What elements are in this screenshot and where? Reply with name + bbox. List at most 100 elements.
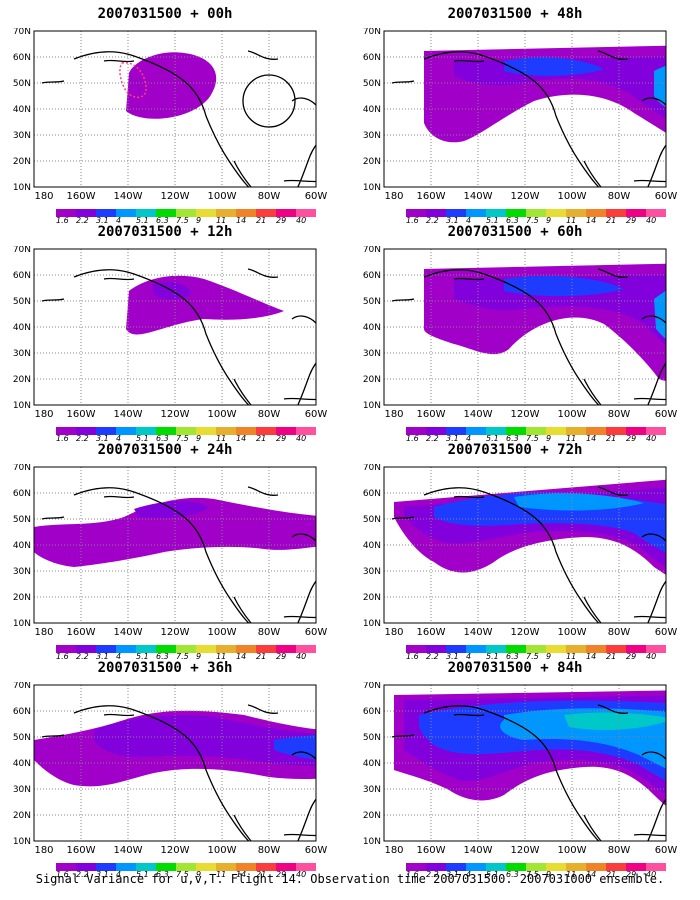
colorbar-tick-label: 29 bbox=[276, 870, 287, 879]
colorbar-swatch bbox=[196, 863, 216, 871]
colorbar-tick-label: 11 bbox=[216, 216, 227, 225]
colorbar-tick-label: 2.2 bbox=[426, 652, 439, 661]
lon-tick-label: 60W bbox=[305, 845, 328, 856]
colorbar-tick-label: 29 bbox=[626, 216, 637, 225]
lat-tick-label: 70N bbox=[363, 682, 381, 691]
lat-tick-label: 20N bbox=[363, 811, 381, 821]
variance-contour bbox=[674, 284, 680, 334]
colorbar-swatch bbox=[156, 209, 176, 217]
lon-tick-label: 140W bbox=[114, 409, 143, 420]
colorbar-swatch bbox=[76, 863, 96, 871]
lat-tick-label: 20N bbox=[363, 593, 381, 603]
colorbar bbox=[406, 645, 666, 653]
lat-tick-label: 60N bbox=[13, 489, 31, 499]
lat-tick-label: 30N bbox=[13, 567, 31, 577]
lon-tick-label: 180 bbox=[34, 191, 53, 202]
colorbar-swatch bbox=[406, 863, 426, 871]
colorbar-tick-label: 6.3 bbox=[506, 870, 519, 879]
colorbar-swatch bbox=[96, 645, 116, 653]
coastline bbox=[41, 268, 316, 324]
colorbar-swatch bbox=[646, 209, 666, 217]
lon-tick-label: 180 bbox=[384, 191, 403, 202]
colorbar-tick-label: 21 bbox=[606, 652, 617, 661]
lon-tick-label: 80W bbox=[258, 845, 281, 856]
colorbar-swatch bbox=[586, 863, 606, 871]
colorbar-tick-label: 9 bbox=[196, 216, 202, 225]
colorbar-tick-label: 40 bbox=[646, 652, 657, 661]
colorbar-tick-label: 5.1 bbox=[136, 434, 149, 443]
lon-tick-label: 100W bbox=[208, 191, 237, 202]
colorbar-tick-label: 40 bbox=[296, 216, 307, 225]
lon-tick-label: 100W bbox=[558, 409, 587, 420]
panel-title: 2007031500 + 24h bbox=[97, 442, 233, 458]
variance-contour bbox=[514, 493, 644, 511]
variance-contour bbox=[504, 57, 604, 76]
lon-tick-label: 160W bbox=[67, 409, 96, 420]
colorbar-swatch bbox=[276, 863, 296, 871]
colorbar-swatch bbox=[586, 209, 606, 217]
colorbar-tick-label: 21 bbox=[606, 434, 617, 443]
colorbar bbox=[56, 427, 316, 435]
lat-tick-label: 60N bbox=[363, 707, 381, 717]
colorbar-tick-label: 9 bbox=[546, 870, 552, 879]
lat-tick-label: 10N bbox=[13, 837, 31, 847]
colorbar-swatch bbox=[486, 427, 506, 435]
colorbar-swatch bbox=[546, 645, 566, 653]
lon-tick-label: 80W bbox=[258, 409, 281, 420]
variance-contour bbox=[669, 492, 680, 547]
coastline bbox=[391, 50, 666, 106]
lon-tick-label: 140W bbox=[464, 191, 493, 202]
colorbar-tick-label: 1.6 bbox=[406, 216, 419, 225]
colorbar-tick-label: 9 bbox=[196, 652, 202, 661]
map-frame bbox=[383, 684, 667, 842]
colorbar-tick-label: 7.5 bbox=[526, 870, 539, 879]
colorbar-tick-label: 11 bbox=[566, 216, 577, 225]
colorbar-swatch bbox=[546, 863, 566, 871]
lat-tick-label: 50N bbox=[13, 297, 31, 307]
colorbar-tick-label: 4 bbox=[116, 870, 122, 879]
lon-tick-label: 160W bbox=[417, 627, 446, 638]
lon-tick-label: 120W bbox=[511, 409, 540, 420]
lon-tick-label: 100W bbox=[208, 409, 237, 420]
colorbar-swatch bbox=[116, 209, 136, 217]
colorbar-swatch bbox=[196, 645, 216, 653]
lat-tick-label: 60N bbox=[363, 489, 381, 499]
lon-tick-label: 120W bbox=[511, 845, 540, 856]
colorbar-tick-label: 7.5 bbox=[176, 652, 189, 661]
colorbar-tick-label: 9 bbox=[196, 870, 202, 879]
colorbar-tick-label: 29 bbox=[276, 434, 287, 443]
colorbar-tick-label: 5.1 bbox=[136, 870, 149, 879]
lon-tick-label: 140W bbox=[114, 191, 143, 202]
lon-tick-label: 160W bbox=[67, 191, 96, 202]
variance-contour bbox=[654, 65, 666, 108]
colorbar-swatch bbox=[526, 863, 546, 871]
lat-tick-label: 70N bbox=[363, 464, 381, 473]
coastline bbox=[73, 705, 316, 841]
colorbar-labels: 1.6 2.2 3.1 4 5.1 6.3 7.5 9 11 14 21 29 40 bbox=[56, 434, 316, 443]
flight-track bbox=[119, 62, 147, 98]
colorbar-swatch bbox=[486, 209, 506, 217]
lat-tick-label: 40N bbox=[363, 323, 381, 333]
lat-tick-label: 50N bbox=[13, 79, 31, 89]
colorbar-swatch bbox=[56, 209, 76, 217]
colorbar-tick-label: 6.3 bbox=[506, 216, 519, 225]
colorbar-tick-label: 14 bbox=[586, 652, 597, 661]
colorbar-tick-label: 3.1 bbox=[446, 216, 459, 225]
colorbar-swatch bbox=[546, 209, 566, 217]
colorbar-tick-label: 11 bbox=[216, 870, 227, 879]
colorbar-tick-label: 3.1 bbox=[96, 216, 109, 225]
lat-tick-label: 70N bbox=[13, 464, 31, 473]
variance-contour bbox=[504, 275, 624, 297]
colorbar-tick-label: 4 bbox=[466, 434, 472, 443]
colorbar-tick-label: 2.2 bbox=[76, 870, 89, 879]
colorbar-tick-label: 4 bbox=[466, 870, 472, 879]
coastline bbox=[423, 705, 666, 841]
lat-tick-label: 70N bbox=[363, 246, 381, 255]
lon-tick-label: 60W bbox=[655, 409, 678, 420]
lat-tick-label: 30N bbox=[13, 349, 31, 359]
colorbar-swatch bbox=[256, 427, 276, 435]
colorbar-swatch bbox=[586, 427, 606, 435]
colorbar-tick-label: 11 bbox=[216, 434, 227, 443]
lat-tick-label: 50N bbox=[363, 79, 381, 89]
